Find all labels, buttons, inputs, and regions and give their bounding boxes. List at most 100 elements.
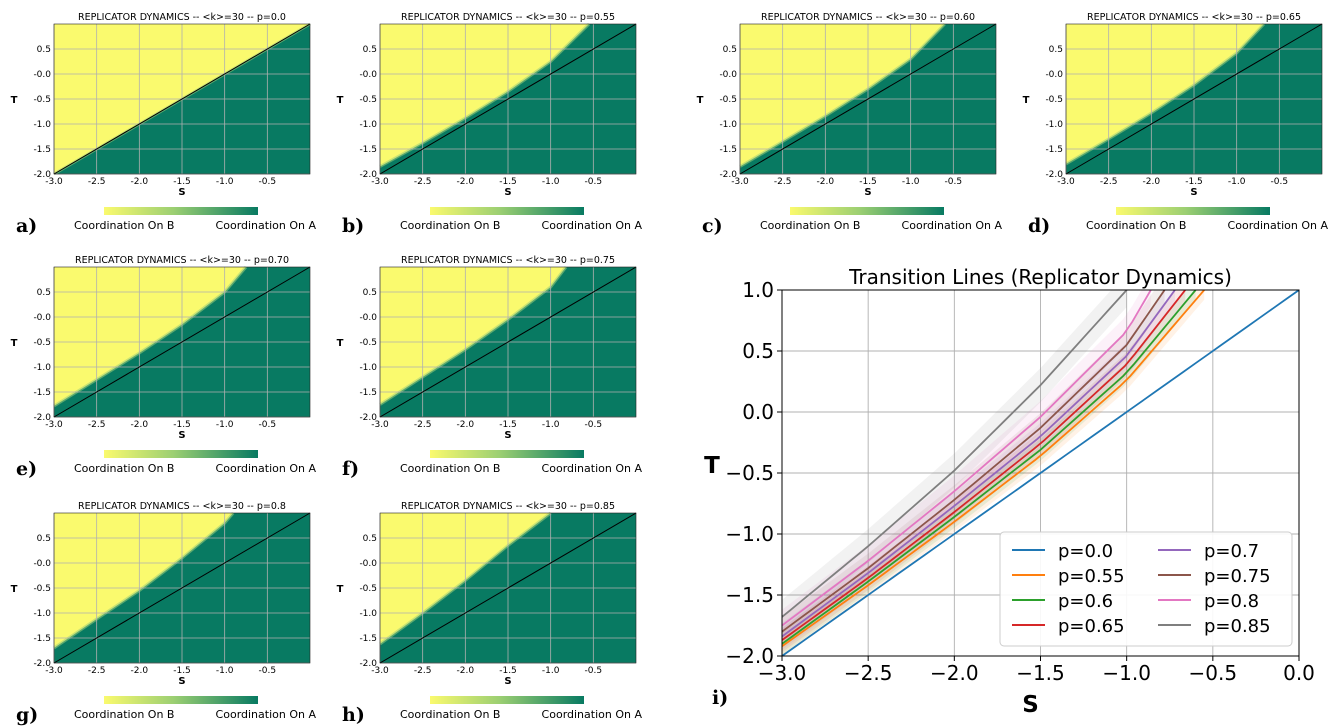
panel-letter: f)	[342, 458, 359, 480]
colorbar-label-a: Coordination On A	[902, 219, 1003, 232]
y-tick-label: -1.5	[33, 145, 51, 155]
x-tick-label: -1.5	[499, 420, 517, 430]
x-tick-label: -3.0	[1057, 177, 1075, 187]
x-tick-label: -2.0	[1143, 177, 1161, 187]
band-p=0.8	[782, 290, 1151, 642]
heatmap-panel-5: REPLICATOR DYNAMICS -- <k>=30 -- p=0.70 -…	[11, 255, 317, 480]
y-axis-label: T	[1023, 95, 1030, 106]
x-tick-label: -2.0	[817, 177, 835, 187]
band-p=0.85	[782, 290, 1127, 635]
transition-band	[379, 266, 568, 406]
y-tick-label: -1.0	[359, 363, 377, 373]
colorbar	[104, 696, 258, 704]
series-line-p=0.7	[782, 290, 1176, 638]
x-tick-label: -1.0	[542, 666, 560, 676]
x-tick-label: -2.0	[457, 177, 475, 187]
colorbar-label-a: Coordination On A	[542, 708, 643, 721]
y-tick-label: -2.0	[1045, 170, 1063, 180]
panel-letter: g)	[16, 704, 38, 726]
x-axis-label: S	[1190, 187, 1197, 198]
y-tick-label: −1.5	[725, 583, 774, 607]
colorbar	[104, 207, 258, 215]
x-tick-label: -2.5	[88, 420, 106, 430]
region-coordination-b	[54, 267, 246, 406]
x-tick-label: -1.0	[1228, 177, 1246, 187]
colorbar-label-a: Coordination On A	[216, 462, 317, 475]
y-tick-label: -0.5	[33, 338, 51, 348]
series-line-p=0.8	[782, 290, 1152, 627]
x-tick-label: -2.5	[774, 177, 792, 187]
panel-letter: d)	[1028, 215, 1050, 237]
x-axis-label: S	[504, 187, 511, 198]
y-tick-label: 0.5	[363, 288, 377, 298]
x-axis-label: S	[864, 187, 871, 198]
x-axis-label: S	[178, 430, 185, 441]
legend-label: p=0.0	[1058, 541, 1113, 562]
x-tick-label: -1.0	[216, 177, 234, 187]
heatmap-panels: REPLICATOR DYNAMICS -- <k>=30 -- p=0.0 -3…	[11, 12, 1329, 726]
x-axis-label: S	[178, 187, 185, 198]
y-tick-label: -0.5	[33, 95, 51, 105]
panel-frame	[379, 23, 637, 175]
y-tick-label: -0.0	[33, 313, 51, 323]
panel-letter: b)	[342, 215, 364, 237]
x-tick-label: -1.5	[1185, 177, 1203, 187]
legend-label: p=0.85	[1204, 616, 1271, 637]
y-tick-label: -0.0	[33, 70, 51, 80]
diagonal-line	[379, 512, 637, 664]
x-tick-label: -3.0	[731, 177, 749, 187]
legend-label: p=0.65	[1058, 616, 1125, 637]
y-tick-label: -0.5	[359, 338, 377, 348]
colorbar-label-a: Coordination On A	[216, 219, 317, 232]
colorbar-label-b: Coordination On B	[760, 219, 860, 232]
y-tick-label: -2.0	[719, 170, 737, 180]
y-tick-label: -0.5	[719, 95, 737, 105]
panel-title: REPLICATOR DYNAMICS -- <k>=30 -- p=0.60	[761, 12, 975, 23]
x-tick-label: -1.5	[499, 666, 517, 676]
y-tick-label: -1.5	[1045, 145, 1063, 155]
panel-letter: c)	[702, 215, 723, 237]
x-tick-label: -2.5	[414, 177, 432, 187]
x-tick-label: -0.5	[945, 177, 963, 187]
colorbar	[790, 207, 944, 215]
y-tick-label: -1.0	[33, 609, 51, 619]
panel-letter: h)	[342, 704, 365, 726]
x-tick-label: -2.0	[131, 420, 149, 430]
y-axis-label: T	[337, 95, 344, 106]
y-tick-label: -0.0	[33, 559, 51, 569]
panel-title: REPLICATOR DYNAMICS -- <k>=30 -- p=0.65	[1087, 12, 1301, 23]
panel-frame	[739, 23, 997, 175]
x-tick-label: -2.0	[457, 666, 475, 676]
y-axis-label: T	[11, 338, 18, 349]
panel-frame	[53, 23, 311, 175]
x-tick-label: -3.0	[371, 177, 389, 187]
y-tick-label: -1.5	[719, 145, 737, 155]
x-tick-label: -1.5	[499, 177, 517, 187]
y-tick-label: -2.0	[359, 659, 377, 669]
series-line-p=0.0	[782, 290, 1299, 656]
x-tick-label: -3.0	[45, 177, 63, 187]
y-axis-label: T	[337, 584, 344, 595]
chart-title: Transition Lines (Replicator Dynamics)	[848, 265, 1232, 289]
x-tick-label: −1.5	[1016, 661, 1065, 685]
x-tick-label: -0.5	[585, 420, 603, 430]
x-axis-label: S	[178, 676, 185, 687]
y-tick-label: -1.5	[33, 634, 51, 644]
y-tick-label: -1.0	[359, 609, 377, 619]
colorbar-label-a: Coordination On A	[542, 462, 643, 475]
panel-letter: i)	[712, 687, 728, 709]
x-tick-label: -0.5	[259, 420, 277, 430]
panel-frame	[379, 512, 637, 664]
x-tick-label: -2.5	[88, 666, 106, 676]
colorbar	[104, 450, 258, 458]
series-line-p=0.85	[782, 290, 1128, 618]
x-tick-label: -3.0	[45, 420, 63, 430]
diagonal-line	[1065, 23, 1323, 175]
x-tick-label: -1.5	[173, 177, 191, 187]
y-axis-label: T	[11, 584, 18, 595]
x-tick-label: -1.0	[902, 177, 920, 187]
y-tick-label: -1.5	[359, 145, 377, 155]
x-tick-label: -1.0	[216, 666, 234, 676]
legend-label: p=0.55	[1058, 566, 1125, 587]
